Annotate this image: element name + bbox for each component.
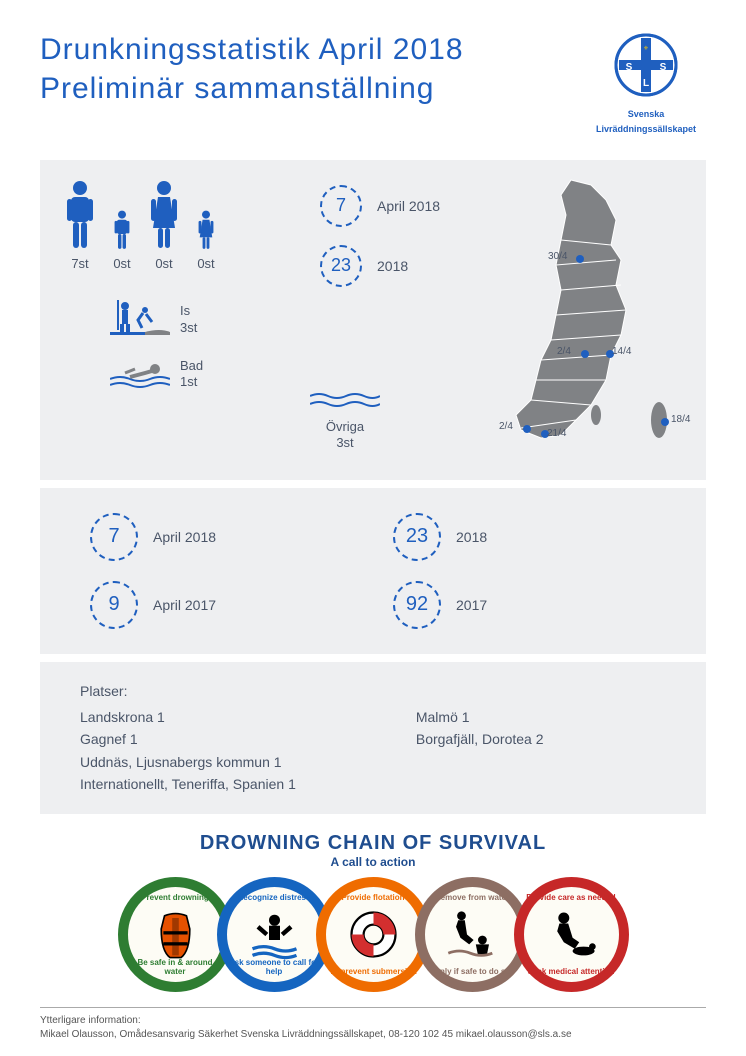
- map-point: [581, 350, 589, 358]
- panel-overview: 7st 0st 0st: [40, 160, 706, 480]
- org-name-1: Svenska: [586, 109, 706, 120]
- top-stats: 7 April 2018 23 2018: [320, 185, 440, 287]
- chain-ring: Recognize distress Ask someone to call fo…: [217, 877, 332, 992]
- ice-skating-icon: [110, 300, 170, 340]
- waves-icon: [310, 390, 380, 410]
- boy-icon: [113, 210, 131, 250]
- demo-man: 7st: [65, 180, 95, 271]
- sls-logo-icon: ⚜ S L S: [611, 30, 681, 100]
- compare-a: 7 April 2018: [90, 513, 353, 561]
- stat-year-value: 23: [320, 245, 362, 287]
- place-item: Malmö 1: [416, 706, 544, 728]
- chain-title: DROWNING CHAIN OF SURVIVAL: [70, 832, 676, 855]
- chain-subtitle: A call to action: [70, 855, 676, 869]
- activity-bad-label: Bad 1st: [180, 358, 203, 392]
- stat-month-value: 7: [320, 185, 362, 227]
- chain-ring: Remove from water Only if safe to do so: [415, 877, 530, 992]
- ring-top-text: Recognize distress: [227, 893, 322, 902]
- map-point-label: 2/4: [557, 346, 571, 357]
- activity-is-label: Is 3st: [180, 303, 197, 337]
- chain-ring: Provide care as needed Seek medical atten…: [514, 877, 629, 992]
- chain-rings: Prevent drowning Be safe in & around wate…: [70, 877, 676, 992]
- place-item: Gagnef 1: [80, 728, 296, 750]
- ring-top-text: Provide flotation: [326, 893, 421, 902]
- panel-chain: DROWNING CHAIN OF SURVIVAL A call to act…: [40, 822, 706, 997]
- compare-c: 9 April 2017: [90, 581, 353, 629]
- places-columns: Landskrona 1Gagnef 1Uddnäs, Ljusnabergs …: [80, 706, 666, 796]
- ring-bottom-text: Be safe in & around water: [128, 958, 223, 976]
- place-item: Internationellt, Teneriffa, Spanien 1: [80, 773, 296, 795]
- activity-ovriga-label: Övriga 3st: [310, 419, 380, 453]
- logo: ⚜ S L S Svenska Livräddningssällskapet: [586, 30, 706, 135]
- girl-icon: [197, 210, 215, 250]
- place-item: Landskrona 1: [80, 706, 296, 728]
- footer-text: Mikael Olausson, Omådesansvarig Säkerhet…: [40, 1028, 706, 1042]
- ring-bottom-text: Seek medical attention: [524, 967, 619, 976]
- svg-text:L: L: [643, 78, 649, 89]
- map-point-label: 2/4: [499, 421, 513, 432]
- svg-text:S: S: [660, 62, 667, 73]
- ring-bottom-text: Ask someone to call for help: [227, 958, 322, 976]
- ring-top-text: Prevent drowning: [128, 893, 223, 902]
- chain-ring: Prevent drowning Be safe in & around wate…: [118, 877, 233, 992]
- header: Drunkningsstatistik April 2018 Preliminä…: [40, 30, 706, 135]
- activities-column: Is 3st Bad 1st: [110, 300, 203, 392]
- title-line-1: Drunkningsstatistik April 2018: [40, 30, 586, 69]
- ring-bottom-text: Only if safe to do so: [425, 967, 520, 976]
- org-name-2: Livräddningssällskapet: [586, 124, 706, 135]
- demo-man-count: 7st: [65, 256, 95, 271]
- demo-boy-count: 0st: [113, 256, 131, 271]
- stat-year: 23 2018: [320, 245, 440, 287]
- place-item: Borgafjäll, Dorotea 2: [416, 728, 544, 750]
- footer: Ytterligare information: Mikael Olausson…: [40, 1007, 706, 1042]
- map-point-label: 18/4: [671, 414, 690, 425]
- place-item: Uddnäs, Ljusnabergs kommun 1: [80, 751, 296, 773]
- stat-month-label: April 2018: [377, 198, 440, 214]
- woman-icon: [149, 180, 179, 250]
- places-header: Platser:: [80, 680, 666, 702]
- demo-girl-count: 0st: [197, 256, 215, 271]
- ring-top-text: Remove from water: [425, 893, 520, 902]
- demo-girl: 0st: [197, 210, 215, 271]
- man-icon: [65, 180, 95, 250]
- map-point-label: 21/4: [547, 428, 566, 439]
- title-block: Drunkningsstatistik April 2018 Preliminä…: [40, 30, 586, 108]
- panel-places: Platser: Landskrona 1Gagnef 1Uddnäs, Lju…: [40, 662, 706, 814]
- map-point-label: 30/4: [548, 251, 567, 262]
- activity-ovriga: Övriga 3st: [310, 390, 380, 453]
- map-point-label: 14/4: [612, 346, 631, 357]
- activity-is: Is 3st: [110, 300, 203, 340]
- places-col1: Landskrona 1Gagnef 1Uddnäs, Ljusnabergs …: [80, 706, 296, 796]
- footer-label: Ytterligare information:: [40, 1014, 706, 1028]
- demo-woman: 0st: [149, 180, 179, 271]
- ring-top-text: Provide care as needed: [524, 893, 619, 902]
- swimming-icon: [110, 359, 170, 389]
- compare-b: 23 2018: [393, 513, 656, 561]
- compare-d: 92 2017: [393, 581, 656, 629]
- demo-woman-count: 0st: [149, 256, 179, 271]
- map-point: [523, 425, 531, 433]
- activity-bad: Bad 1st: [110, 358, 203, 392]
- svg-text:S: S: [626, 62, 633, 73]
- title-line-2: Preliminär sammanställning: [40, 69, 586, 108]
- map-point: [661, 418, 669, 426]
- chain-ring: Provide flotation To prevent submersion: [316, 877, 431, 992]
- svg-text:⚜: ⚜: [643, 45, 648, 52]
- places-col2: Malmö 1Borgafjäll, Dorotea 2: [416, 706, 544, 796]
- stat-year-label: 2018: [377, 258, 408, 274]
- ring-bottom-text: To prevent submersion: [326, 967, 421, 976]
- sweden-map-svg: [461, 170, 691, 470]
- panel-compare: 7 April 2018 23 2018 9 April 2017 92 201…: [40, 488, 706, 654]
- demo-boy: 0st: [113, 210, 131, 271]
- map-point: [576, 255, 584, 263]
- stat-month: 7 April 2018: [320, 185, 440, 227]
- sweden-map: 30/4 2/4 14/4 18/4 2/4 21/4: [461, 170, 691, 470]
